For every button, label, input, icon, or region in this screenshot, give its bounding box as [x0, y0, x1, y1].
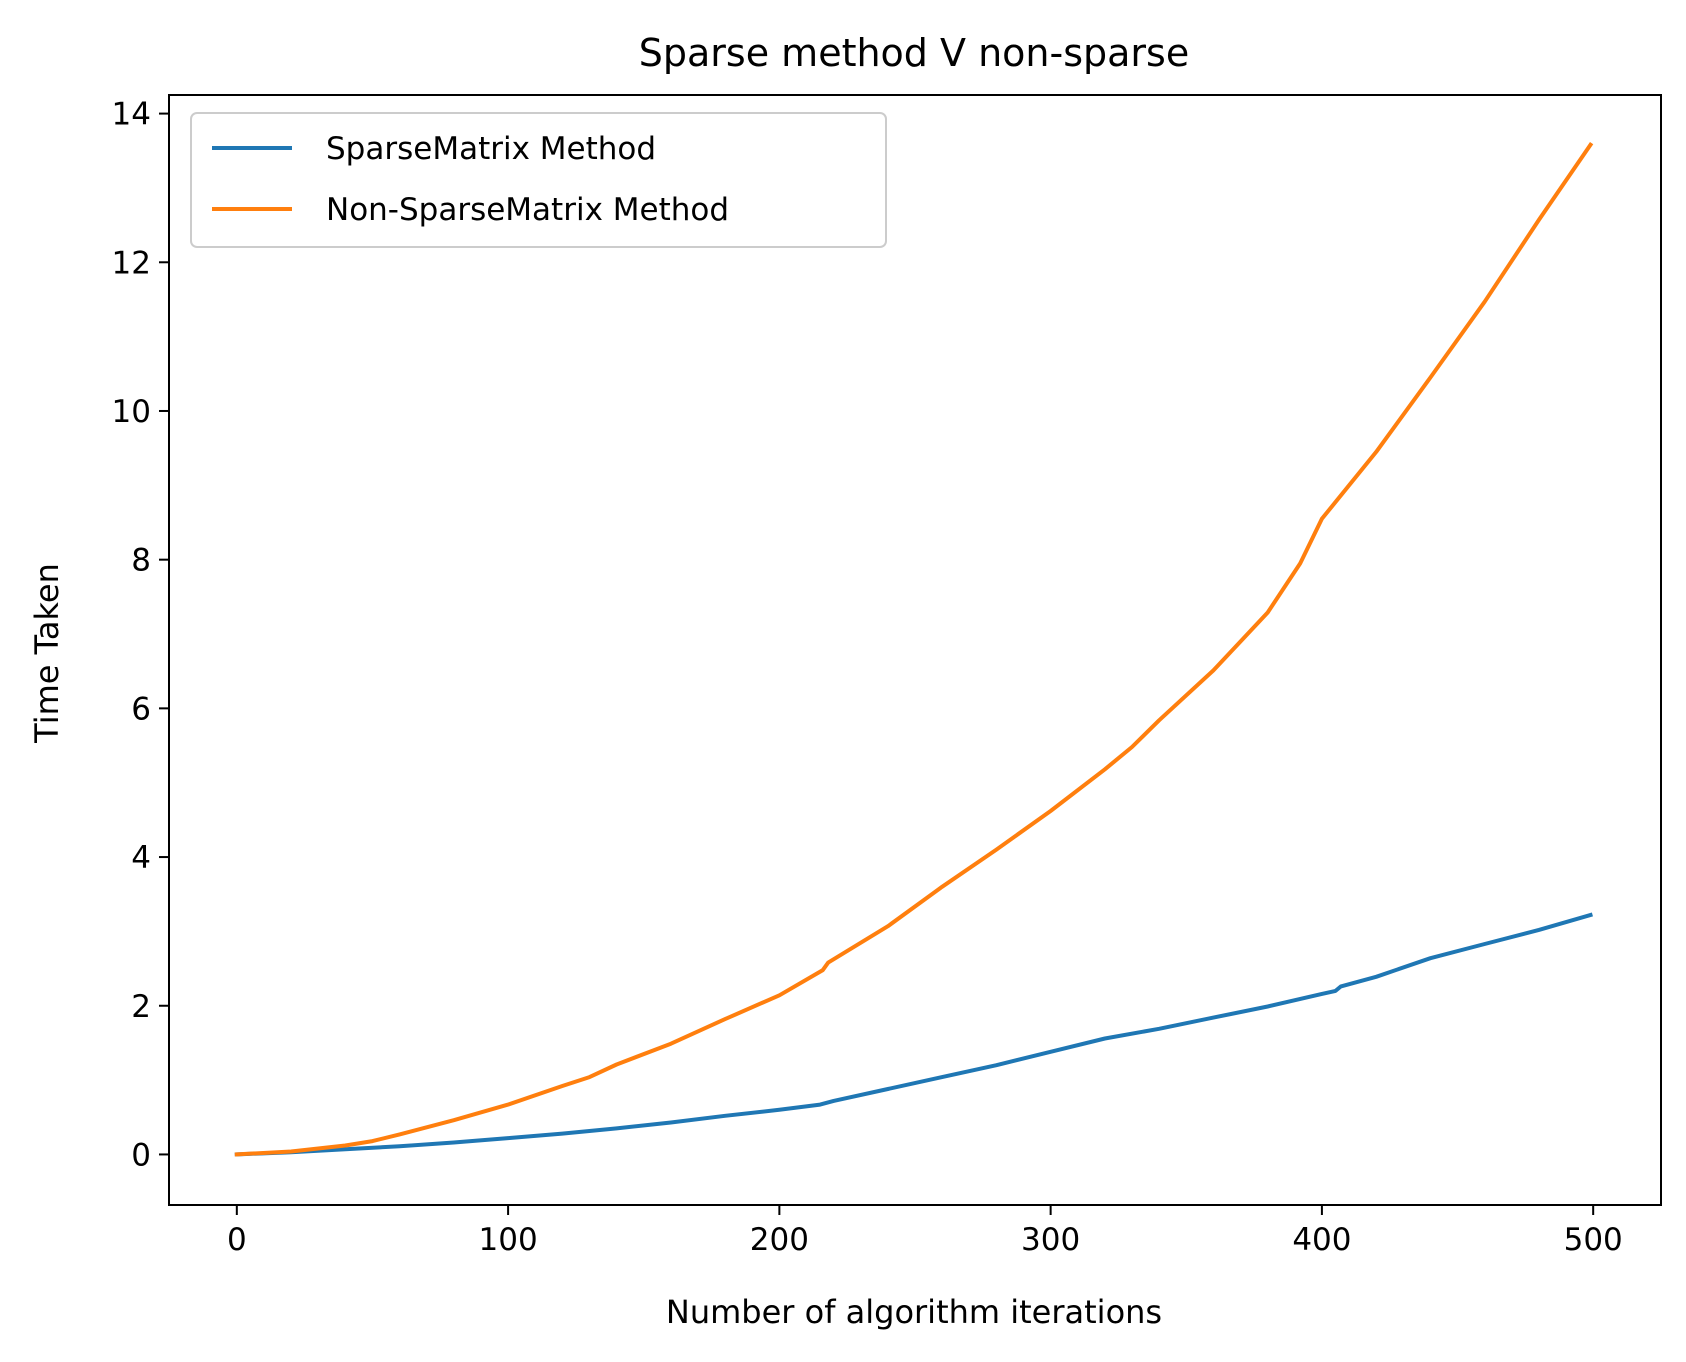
legend: SparseMatrix Method Non-SparseMatrix Met… [190, 112, 887, 248]
x-axis-label: Number of algorithm iterations [666, 1293, 1162, 1331]
plot-frame [168, 94, 1662, 1206]
x-tick-label: 500 [1564, 1222, 1623, 1258]
y-tick-label: 10 [112, 394, 151, 430]
ticks-layer: 0 100 200 300 400 500 0 2 4 6 8 10 12 14 [112, 97, 1623, 1258]
y-axis-label: Time Taken [28, 563, 66, 744]
x-tick-label: 200 [750, 1222, 809, 1258]
y-tick-label: 12 [112, 245, 151, 281]
chart-title: Sparse method V non-sparse [639, 31, 1189, 75]
y-tick-label: 14 [112, 97, 151, 133]
x-tick-label: 100 [479, 1222, 538, 1258]
y-tick-label: 8 [131, 543, 151, 579]
series-line-non-sparse [234, 142, 1594, 1157]
series-layer [234, 142, 1594, 1157]
x-tick-label: 300 [1021, 1222, 1080, 1258]
y-tick-label: 4 [131, 840, 151, 876]
x-tick-label: 0 [227, 1222, 247, 1258]
y-tick-label: 6 [131, 691, 151, 727]
series-line-sparse [234, 912, 1593, 1157]
legend-box [190, 112, 887, 248]
y-tick-label: 0 [131, 1137, 151, 1173]
y-tick-label: 2 [131, 989, 151, 1025]
legend-label-non-sparse: Non-SparseMatrix Method [326, 192, 729, 228]
legend-label-sparse: SparseMatrix Method [326, 131, 656, 167]
x-tick-label: 400 [1292, 1222, 1351, 1258]
